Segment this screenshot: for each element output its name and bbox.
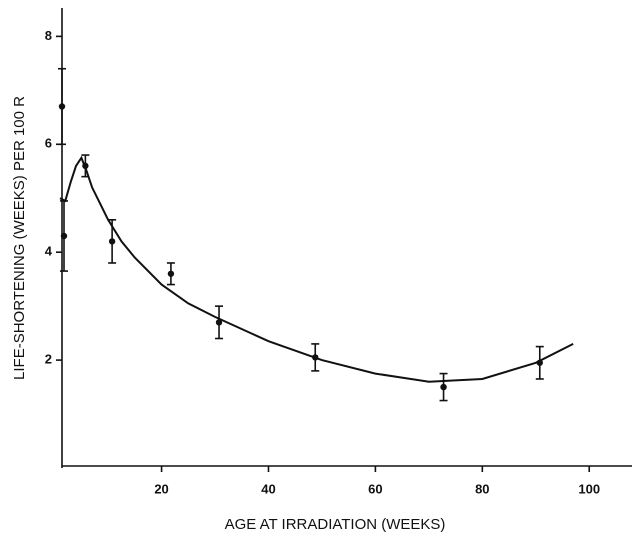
point — [167, 270, 175, 277]
point — [215, 319, 223, 326]
y-axis-label: LIFE-SHORTENING (WEEKS) PER 100 R — [11, 96, 28, 380]
x-axis-label: AGE AT IRRADIATION (WEEKS) — [225, 516, 446, 533]
y-tick-label: 2 — [45, 352, 52, 367]
point — [108, 238, 116, 245]
y-tick-label: 6 — [45, 136, 52, 151]
x-tick-label: 20 — [154, 481, 168, 496]
point — [58, 103, 66, 110]
point — [536, 359, 543, 366]
x-tick-label: 60 — [368, 481, 382, 496]
point — [82, 162, 89, 170]
point — [440, 383, 447, 391]
x-tick-label: 100 — [578, 481, 600, 496]
x-tick-label: 80 — [475, 481, 489, 496]
x-tick-label: 40 — [261, 481, 275, 496]
y-tick-label: 4 — [45, 244, 53, 259]
fit-curve — [59, 155, 574, 383]
y-tick-label: 8 — [45, 28, 52, 43]
point — [60, 232, 68, 240]
point — [312, 354, 319, 361]
